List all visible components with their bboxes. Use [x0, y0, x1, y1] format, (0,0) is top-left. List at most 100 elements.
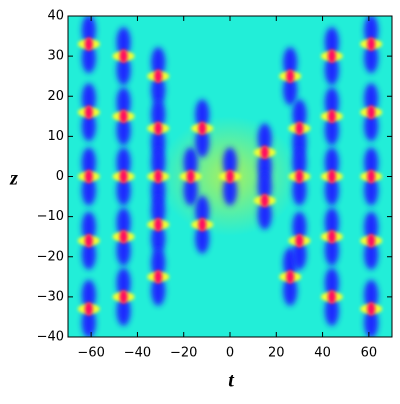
peak-lobe	[151, 47, 166, 78]
peak-lobe	[151, 147, 166, 178]
peak	[112, 147, 135, 206]
peak-lobe	[81, 307, 96, 337]
peak-lobe	[116, 87, 131, 118]
peak-core	[367, 169, 376, 184]
peak-lobe	[324, 267, 339, 298]
peak-lobe	[364, 111, 379, 142]
x-tick-label: −60	[77, 346, 104, 361]
peak-lobe	[151, 75, 166, 106]
peak-core	[286, 69, 295, 84]
plot-area	[77, 16, 383, 337]
peak-core	[154, 217, 163, 232]
peak-lobe	[292, 99, 307, 130]
peak-lobe	[364, 16, 379, 46]
peak-lobe	[81, 211, 96, 242]
x-tick-label: 20	[268, 346, 285, 361]
peak-lobe	[151, 195, 166, 226]
peak-lobe	[116, 115, 131, 146]
peak-lobe	[324, 27, 339, 58]
peak-core	[260, 145, 269, 160]
peak-core	[119, 289, 128, 304]
peak-core	[367, 37, 376, 52]
peak-lobe	[223, 147, 237, 178]
x-tick-label: 40	[314, 346, 331, 361]
peak-lobe	[116, 235, 131, 266]
peak-lobe	[81, 175, 96, 206]
peak-lobe	[364, 211, 379, 242]
peak-lobe	[81, 83, 96, 114]
peak	[219, 147, 241, 206]
peak-lobe	[292, 239, 307, 270]
peak	[77, 279, 100, 337]
peak-lobe	[324, 55, 339, 86]
peak-core	[119, 49, 128, 64]
peak-core	[84, 169, 93, 184]
peak-lobe	[364, 83, 379, 114]
peak-lobe	[283, 75, 298, 106]
y-tick-label: 10	[47, 129, 64, 144]
y-axis-title: z	[9, 168, 18, 190]
peak-lobe	[195, 195, 210, 226]
peak-lobe	[364, 279, 379, 310]
peak	[112, 27, 135, 86]
peak	[320, 87, 343, 146]
peak-lobe	[324, 175, 339, 206]
peak	[77, 211, 100, 270]
peak	[360, 83, 383, 142]
peak-core	[286, 269, 295, 284]
y-tick-label: 30	[47, 49, 64, 64]
peak-lobe	[257, 199, 272, 230]
peak-lobe	[151, 99, 166, 130]
peak	[320, 207, 343, 266]
peak-lobe	[364, 147, 379, 178]
peak-lobe	[81, 16, 96, 46]
peak-core	[367, 105, 376, 120]
peak-core	[154, 169, 163, 184]
peak-lobe	[183, 175, 198, 206]
peak	[360, 279, 383, 337]
peak	[147, 247, 170, 306]
peak	[147, 47, 170, 106]
peak-lobe	[364, 239, 379, 270]
peak-core	[295, 169, 304, 184]
peak-lobe	[116, 55, 131, 86]
peak	[288, 147, 311, 206]
peak-lobe	[324, 87, 339, 118]
peak	[112, 87, 135, 146]
peak-lobe	[81, 147, 96, 178]
y-tick-label: 0	[56, 169, 64, 184]
peak-lobe	[81, 279, 96, 310]
peak-core	[186, 169, 195, 184]
peak-core	[84, 233, 93, 248]
x-tick-label: 60	[361, 346, 378, 361]
peak-core	[198, 121, 207, 136]
y-tick-label: 40	[47, 9, 64, 24]
peak-lobe	[292, 175, 307, 206]
peak	[191, 195, 214, 254]
peak	[112, 207, 135, 266]
x-tick-label: −40	[124, 346, 151, 361]
peak	[77, 83, 100, 142]
peak-core	[154, 121, 163, 136]
x-axis-title: t	[228, 370, 235, 392]
peak-lobe	[183, 147, 198, 178]
peak-lobe	[116, 267, 131, 298]
peak-lobe	[116, 295, 131, 326]
peak-lobe	[292, 211, 307, 242]
peak-lobe	[364, 175, 379, 206]
peak-core	[119, 109, 128, 124]
peak-lobe	[195, 223, 210, 254]
peak-lobe	[116, 27, 131, 58]
peak-core	[84, 301, 93, 316]
y-tick-label: 20	[47, 89, 64, 104]
peak-lobe	[324, 295, 339, 326]
peak-core	[119, 169, 128, 184]
peak-lobe	[81, 239, 96, 270]
x-tick-label: −20	[170, 346, 197, 361]
peak-lobe	[364, 43, 379, 74]
peak	[320, 267, 343, 326]
peak	[191, 99, 214, 158]
peak-core	[327, 289, 336, 304]
peak-lobe	[151, 247, 166, 278]
peak	[320, 147, 343, 206]
